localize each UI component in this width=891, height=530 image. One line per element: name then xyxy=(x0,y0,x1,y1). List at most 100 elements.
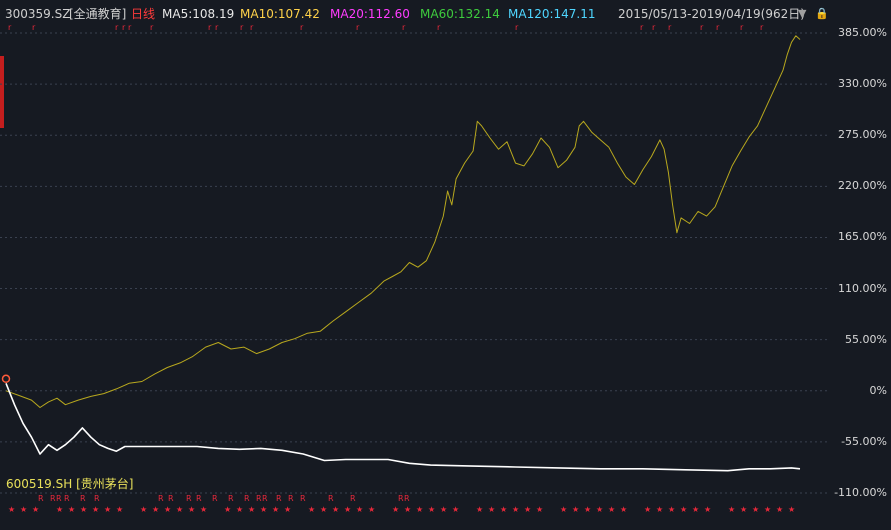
bottom-event-marker: ★ xyxy=(68,505,75,514)
start-point-marker xyxy=(1,374,11,384)
top-event-marker: r xyxy=(402,23,406,32)
bottom-event-marker: ★ xyxy=(560,505,567,514)
bottom-event-marker: ★ xyxy=(200,505,207,514)
bottom-event-marker: ★ xyxy=(368,505,375,514)
bottom-event-marker: ★ xyxy=(104,505,111,514)
bottom-event-marker: ★ xyxy=(236,505,243,514)
bottom-event-marker: ★ xyxy=(608,505,615,514)
bottom-event-marker: ★ xyxy=(284,505,291,514)
bottom-event-marker: ★ xyxy=(788,505,795,514)
bottom-event-marker: ★ xyxy=(164,505,171,514)
bottom-event-marker: ★ xyxy=(704,505,711,514)
bottom-event-marker: ★ xyxy=(176,505,183,514)
bottom-r-marker: R xyxy=(300,494,306,503)
bottom-r-marker: R xyxy=(256,494,262,503)
bottom-r-marker: R xyxy=(276,494,282,503)
period-label[interactable]: 日线 xyxy=(131,7,156,21)
bottom-event-marker: ★ xyxy=(56,505,63,514)
bottom-event-marker: ★ xyxy=(500,505,507,514)
bottom-event-marker: ★ xyxy=(92,505,99,514)
ma120-value: MA120:147.11 xyxy=(508,7,596,21)
y-tick-label: -110.00% xyxy=(834,486,887,499)
bottom-event-marker: ★ xyxy=(596,505,603,514)
bottom-event-marker: ★ xyxy=(620,505,627,514)
ma5-value: MA5:108.19 xyxy=(162,7,235,21)
bottom-r-marker: R xyxy=(398,494,404,503)
top-event-marker: r xyxy=(716,23,720,32)
bottom-r-marker: R xyxy=(158,494,164,503)
bottom-event-marker: ★ xyxy=(692,505,699,514)
top-event-marker: r xyxy=(740,23,744,32)
bottom-event-marker: ★ xyxy=(332,505,339,514)
y-tick-label: 165.00% xyxy=(838,230,887,244)
top-event-marker: r xyxy=(240,23,244,32)
bottom-event-marker: ★ xyxy=(680,505,687,514)
top-event-marker: r xyxy=(150,23,154,32)
ma10-value: MA10:107.42 xyxy=(240,7,320,21)
bottom-r-marker: R xyxy=(168,494,174,503)
bottom-event-marker: ★ xyxy=(512,505,519,514)
ma60-value: MA60:132.14 xyxy=(420,7,500,21)
y-tick-label: 55.00% xyxy=(845,332,887,346)
ma20-value: MA20:112.60 xyxy=(330,7,410,21)
stock-name: [全通教育] xyxy=(69,7,127,21)
top-event-marker: r xyxy=(700,23,704,32)
bottom-event-marker: ★ xyxy=(416,505,423,514)
bottom-event-marker: ★ xyxy=(764,505,771,514)
top-event-marker: r xyxy=(208,23,212,32)
bottom-event-marker: ★ xyxy=(404,505,411,514)
bottom-event-marker: ★ xyxy=(440,505,447,514)
bottom-event-marker: ★ xyxy=(116,505,123,514)
bottom-event-marker: ★ xyxy=(668,505,675,514)
top-event-marker: r xyxy=(128,23,132,32)
dropdown-icon[interactable]: ▼ xyxy=(798,7,807,20)
top-event-marker: r xyxy=(760,23,764,32)
bottom-event-marker: ★ xyxy=(584,505,591,514)
bottom-event-marker: ★ xyxy=(476,505,483,514)
bottom-event-marker: ★ xyxy=(140,505,147,514)
date-range: 2015/05/13-2019/04/19(962日) xyxy=(618,7,805,21)
top-event-marker: r xyxy=(652,23,656,32)
y-tick-label: -55.00% xyxy=(841,434,887,448)
bottom-event-marker: ★ xyxy=(536,505,543,514)
bottom-r-marker: R xyxy=(262,494,268,503)
bottom-event-marker: ★ xyxy=(752,505,759,514)
bottom-r-marker: R xyxy=(186,494,192,503)
bottom-event-marker: ★ xyxy=(776,505,783,514)
bottom-r-marker: R xyxy=(196,494,202,503)
y-tick-label: 220.00% xyxy=(838,179,887,193)
stock-code: 300359.SZ xyxy=(5,7,71,21)
bottom-event-marker: ★ xyxy=(20,505,27,514)
indicator-bar: 300359.SZ [全通教育] 日线 MA5:108.19 MA10:107.… xyxy=(0,4,891,24)
top-event-marker: r xyxy=(115,23,119,32)
bottom-r-marker: R xyxy=(38,494,44,503)
top-event-marker: r xyxy=(640,23,644,32)
bottom-event-marker: ★ xyxy=(272,505,279,514)
bottom-event-marker: ★ xyxy=(308,505,315,514)
bottom-event-marker: ★ xyxy=(344,505,351,514)
top-event-marker: r xyxy=(215,23,219,32)
y-tick-label: 385.00% xyxy=(838,26,887,39)
bottom-event-marker: ★ xyxy=(260,505,267,514)
top-event-marker: r xyxy=(8,23,12,32)
series2-label: 600519.SH [贵州茅台] xyxy=(6,477,134,491)
bottom-r-marker: R xyxy=(288,494,294,503)
bottom-r-marker: R xyxy=(94,494,100,503)
top-event-marker: r xyxy=(356,23,360,32)
bottom-event-marker: ★ xyxy=(356,505,363,514)
bottom-event-marker: ★ xyxy=(188,505,195,514)
bottom-r-marker: R xyxy=(404,494,410,503)
bottom-event-marker: ★ xyxy=(572,505,579,514)
bottom-r-marker: R xyxy=(64,494,70,503)
bottom-r-marker: R xyxy=(56,494,62,503)
bottom-event-marker: ★ xyxy=(428,505,435,514)
bottom-event-marker: ★ xyxy=(452,505,459,514)
bottom-event-marker: ★ xyxy=(740,505,747,514)
bottom-event-marker: ★ xyxy=(32,505,39,514)
y-tick-label: 110.00% xyxy=(838,281,887,295)
top-event-marker: r xyxy=(515,23,519,32)
bottom-event-marker: ★ xyxy=(80,505,87,514)
bottom-event-marker: ★ xyxy=(488,505,495,514)
lock-icon[interactable]: 🔒 xyxy=(815,7,829,20)
